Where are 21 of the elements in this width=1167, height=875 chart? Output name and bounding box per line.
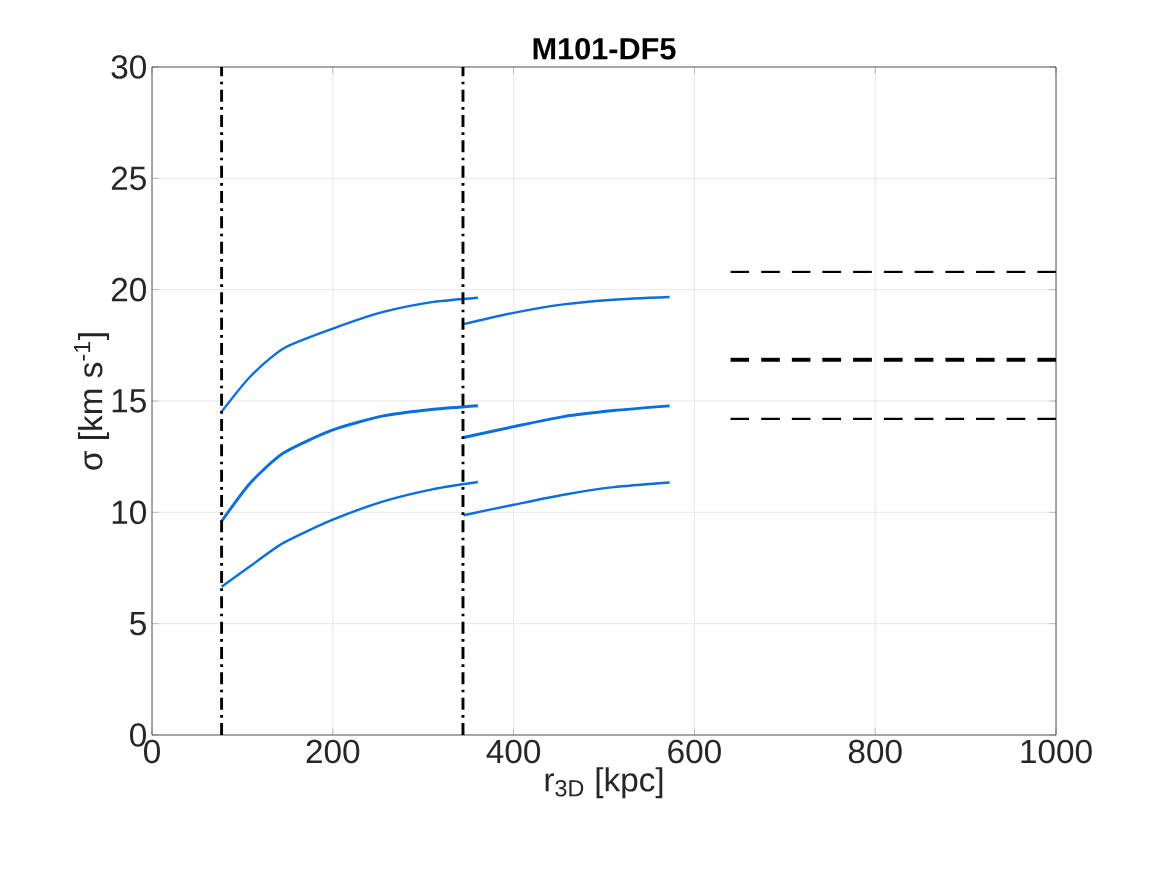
x-tick-label: 400 [486, 739, 541, 764]
line-series [220, 404, 480, 523]
y-tick-label: 10 [112, 500, 146, 525]
x-axis-title: r$_{3D}$ [kpc] [545, 767, 663, 799]
line-series [462, 404, 672, 439]
y-tick-label: 15 [112, 389, 146, 413]
y-tick-label: 5 [130, 612, 146, 636]
x-tick-label: 800 [848, 739, 902, 764]
y-tick-label: 20 [111, 277, 146, 302]
y-axis-title: σ [km s$^{-1}$] [74, 333, 110, 470]
line-series [462, 295, 671, 326]
y-tick-label: 25 [111, 166, 146, 191]
chart-title: M101-DF5 [533, 37, 676, 60]
line-series [220, 296, 480, 413]
x-tick-label: 200 [306, 739, 360, 764]
x-tick-label: 1000 [1021, 739, 1092, 764]
y-tick-label: 30 [111, 55, 146, 79]
x-tick-label: 600 [668, 739, 721, 764]
line-series [462, 481, 671, 517]
y-tick-label: 0 [130, 723, 146, 747]
line-series [220, 480, 480, 588]
